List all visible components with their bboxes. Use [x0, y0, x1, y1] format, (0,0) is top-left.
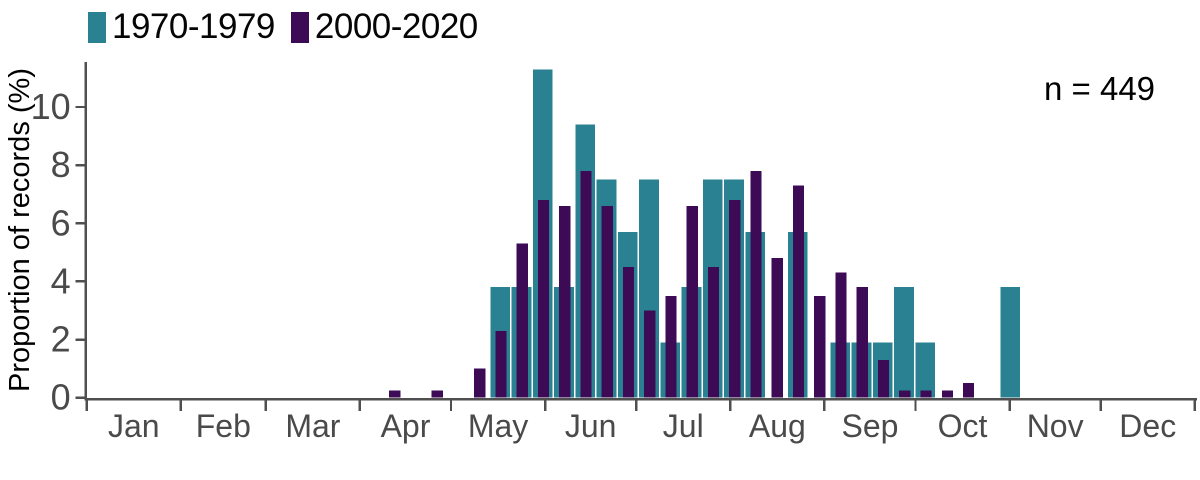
legend-swatch-2000-2020 — [290, 11, 309, 43]
bar-2000-2020 — [665, 296, 677, 398]
x-tick-label-Aug: Aug — [749, 408, 806, 444]
y-tick-label: 2 — [51, 319, 71, 360]
bar-2000-2020 — [920, 390, 932, 398]
x-tick-label-Dec: Dec — [1119, 408, 1176, 444]
y-tick — [75, 280, 85, 283]
sample-size-annotation: n = 449 — [1044, 70, 1156, 107]
x-tick — [1099, 400, 1102, 412]
x-tick — [914, 400, 917, 412]
x-tick — [85, 400, 88, 412]
bar-2000-2020 — [516, 243, 528, 398]
y-tick-label: 6 — [51, 202, 71, 243]
x-axis-line — [84, 397, 1198, 401]
y-tick-label: 10 — [31, 86, 71, 127]
bar-2000-2020 — [814, 296, 826, 398]
bar-2000-2020 — [708, 266, 720, 398]
bar-2000-2020 — [389, 390, 401, 398]
bar-1970-1979 — [1000, 287, 1021, 398]
y-tick — [75, 338, 85, 341]
y-axis-line — [84, 62, 87, 401]
x-tick-label-Jun: Jun — [565, 408, 617, 444]
bar-2000-2020 — [963, 383, 975, 398]
bar-2000-2020 — [856, 287, 868, 398]
bar-2000-2020 — [729, 200, 741, 398]
y-tick — [75, 105, 85, 109]
x-tick — [1008, 400, 1011, 412]
y-tick-label: 4 — [51, 260, 71, 301]
bar-2000-2020 — [686, 205, 698, 398]
x-tick — [264, 400, 268, 412]
bar-2000-2020 — [835, 272, 847, 398]
y-tick — [75, 396, 85, 399]
bar-2000-2020 — [899, 390, 911, 398]
y-tick-label: 8 — [51, 144, 71, 185]
bar-2000-2020 — [495, 330, 507, 398]
legend-label-1970-1979: 1970-1979 — [112, 7, 275, 46]
y-axis-title: Proportion of records (%) — [4, 68, 36, 392]
bar-2000-2020 — [644, 310, 656, 398]
x-tick-label-Feb: Feb — [196, 408, 251, 444]
x-tick — [179, 400, 183, 412]
bar-2000-2020 — [580, 171, 592, 398]
bar-2000-2020 — [623, 266, 635, 398]
bar-2000-2020 — [750, 171, 762, 398]
x-tick-label-Apr: Apr — [381, 408, 431, 444]
x-tick — [1193, 400, 1197, 412]
x-tick-label-Nov: Nov — [1027, 408, 1084, 444]
bar-2000-2020 — [941, 390, 953, 398]
x-tick — [449, 400, 453, 412]
legend-label-2000-2020: 2000-2020 — [314, 7, 478, 46]
bar-2000-2020 — [559, 205, 571, 398]
bar-2000-2020 — [771, 258, 783, 398]
bar-2000-2020 — [601, 205, 613, 398]
x-tick-label-May: May — [468, 408, 528, 444]
bar-2000-2020 — [538, 200, 550, 398]
x-tick — [823, 400, 826, 412]
y-tick — [75, 163, 85, 167]
bar-2000-2020 — [431, 390, 443, 398]
x-tick-label-Jul: Jul — [663, 408, 704, 444]
y-tick — [75, 222, 85, 225]
x-tick-label-Sep: Sep — [841, 408, 898, 444]
x-tick-label-Mar: Mar — [285, 408, 340, 444]
bar-1970-1979 — [894, 287, 914, 398]
legend: 1970-1979 2000-2020 — [88, 9, 478, 45]
x-tick-label-Oct: Oct — [938, 408, 988, 444]
x-tick — [634, 400, 638, 412]
bar-2000-2020 — [474, 368, 486, 398]
x-tick — [358, 400, 362, 412]
bar-2000-2020 — [878, 359, 890, 398]
x-tick — [543, 400, 547, 412]
x-tick-label-Jan: Jan — [108, 408, 160, 444]
bar-2000-2020 — [793, 185, 805, 398]
y-tick-label: 0 — [51, 377, 71, 418]
bar-1970-1979 — [915, 342, 936, 398]
legend-swatch-1970-1979 — [88, 11, 106, 43]
x-tick — [729, 400, 732, 412]
